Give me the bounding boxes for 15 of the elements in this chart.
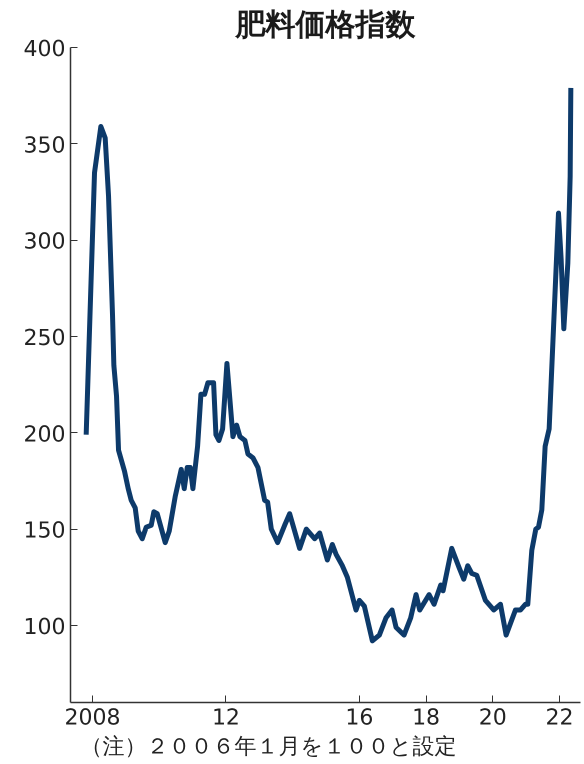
y-tick-label: 200 [24, 422, 66, 448]
y-tick-label: 400 [24, 37, 66, 62]
y-tick-label: 100 [24, 614, 66, 640]
y-tick-label: 350 [24, 133, 66, 158]
x-tick-label: 22 [545, 706, 574, 730]
y-tick-label: 150 [24, 518, 66, 544]
text: （注）２００６年１月を１００と設定 [80, 734, 456, 760]
chart-title: 肥料価格指数 [234, 8, 416, 42]
x-tick-label: 20 [478, 706, 507, 730]
x-tick-label: 12 [212, 706, 240, 730]
y-tick-label: 250 [24, 326, 66, 351]
x-tick-label: 18 [412, 706, 440, 730]
x-tick-label: 2008 [64, 706, 121, 730]
x-tick-label: 16 [345, 706, 374, 730]
y-tick-label: 300 [24, 230, 66, 255]
